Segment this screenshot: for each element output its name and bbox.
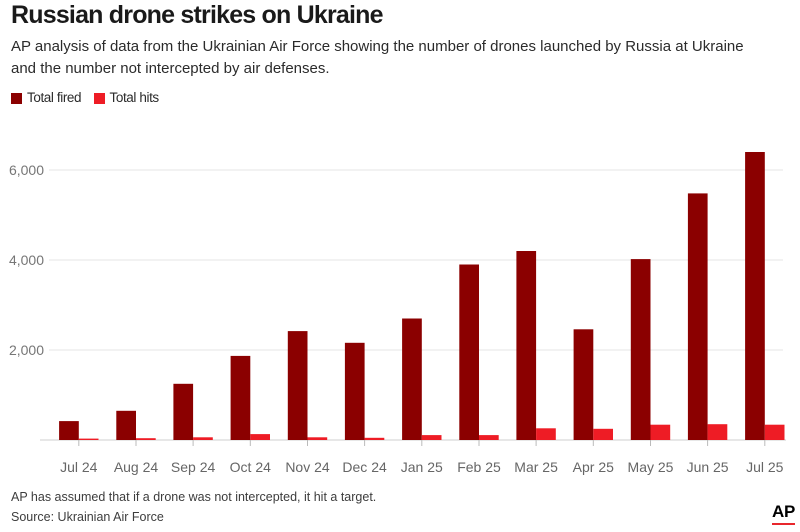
svg-text:Jul 25: Jul 25	[746, 459, 784, 475]
svg-text:Nov 24: Nov 24	[285, 459, 330, 475]
svg-text:Apr 25: Apr 25	[573, 459, 614, 475]
svg-text:Jun 25: Jun 25	[687, 459, 729, 475]
svg-text:Jan 25: Jan 25	[401, 459, 443, 475]
svg-text:Dec 24: Dec 24	[342, 459, 387, 475]
svg-text:6,000: 6,000	[9, 162, 44, 178]
svg-text:2,000: 2,000	[9, 342, 44, 358]
svg-text:Sep 24: Sep 24	[171, 459, 216, 475]
svg-text:Oct 24: Oct 24	[230, 459, 271, 475]
svg-text:Jul 24: Jul 24	[60, 459, 98, 475]
svg-text:4,000: 4,000	[9, 252, 44, 268]
svg-text:Mar 25: Mar 25	[514, 459, 558, 475]
svg-text:Aug 24: Aug 24	[114, 459, 159, 475]
svg-text:Feb 25: Feb 25	[457, 459, 501, 475]
svg-text:May 25: May 25	[628, 459, 674, 475]
